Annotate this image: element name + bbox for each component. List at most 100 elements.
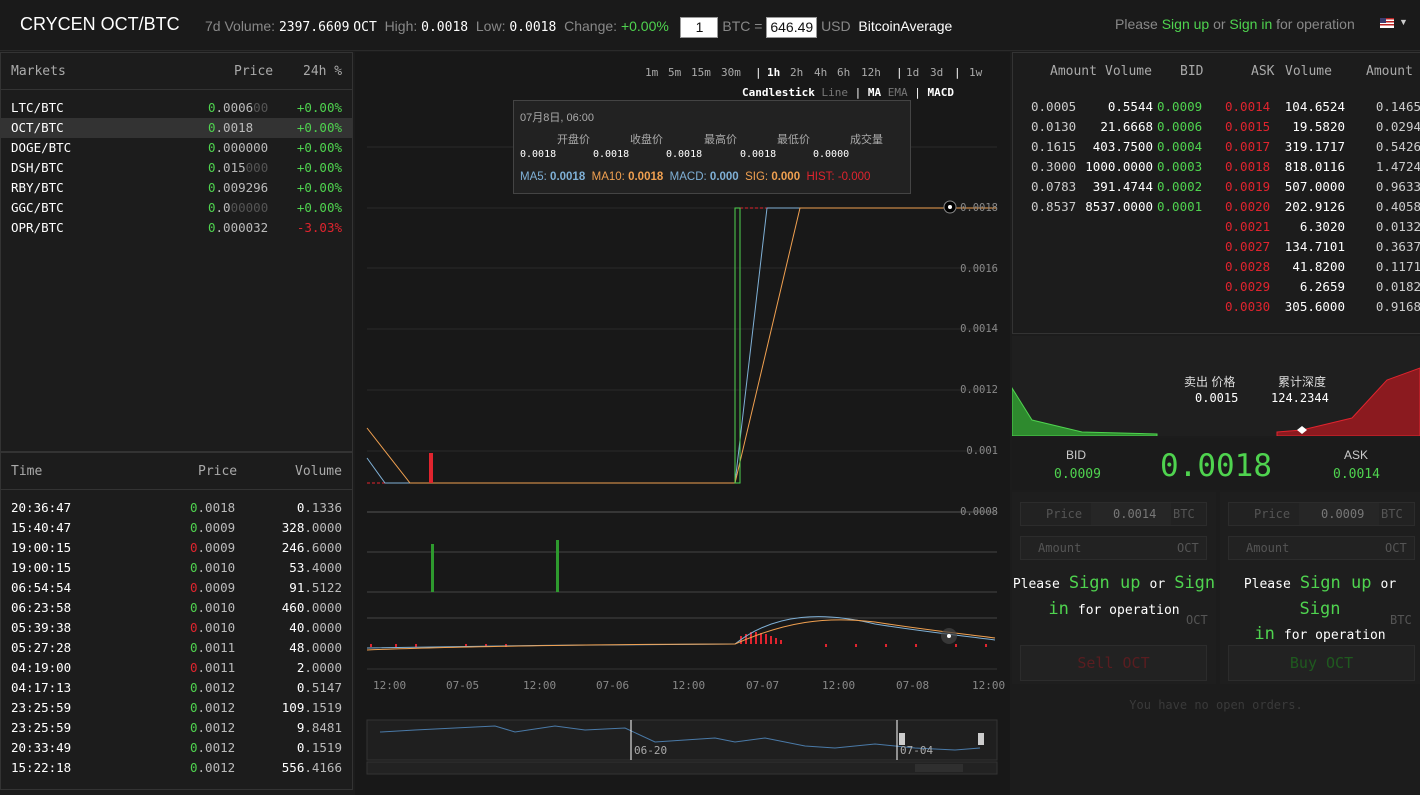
sell-price-field[interactable]: Price 0.0014 BTC: [1020, 502, 1207, 526]
buy-sign-up-link[interactable]: Sign up: [1299, 573, 1372, 593]
trade-price-lead: 0: [190, 540, 198, 555]
sell-sign-in-link-2[interactable]: in: [1048, 599, 1069, 619]
market-row[interactable]: GGC/BTC 0.000000 +0.00%: [1, 198, 352, 218]
trade-row: 05:39:38 0.0010 40.0000: [1, 618, 352, 638]
sell-amount-field[interactable]: Amount OCT: [1020, 536, 1207, 560]
chevron-down-icon[interactable]: ▼: [1399, 17, 1408, 27]
trade-price: 0.0010: [190, 558, 235, 578]
bid-price[interactable]: 0.0009: [1157, 99, 1203, 114]
mode-ema[interactable]: EMA: [887, 86, 908, 99]
ask-volume[interactable]: 6.2659: [1299, 279, 1345, 294]
price-source-link[interactable]: BitcoinAverage: [858, 18, 953, 35]
timeframe-6h[interactable]: 6h: [837, 66, 851, 79]
ask-price[interactable]: 0.0021: [1225, 219, 1271, 234]
ask-volume[interactable]: 19.5820: [1292, 119, 1345, 134]
timeframe-1w[interactable]: 1w: [969, 66, 983, 79]
ask-volume[interactable]: 507.0000: [1284, 179, 1345, 194]
market-row[interactable]: OPR/BTC 0.000032 -3.03%: [1, 218, 352, 238]
usd-value-input[interactable]: 646.49: [766, 17, 818, 38]
timeframe-12h[interactable]: 12h: [861, 66, 881, 79]
macd-label: MACD:: [669, 171, 707, 183]
bid-volume[interactable]: 1000.0000: [1085, 159, 1153, 174]
bid-price[interactable]: 0.0001: [1157, 199, 1203, 214]
orderbook-row: 0.0783 391.4744 0.0002 0.0019 507.0000 0.9633: [1013, 177, 1420, 197]
sell-sign-up-link[interactable]: Sign up: [1068, 573, 1141, 593]
ask-volume[interactable]: 104.6524: [1284, 99, 1345, 114]
btc-amount-input[interactable]: 1: [680, 17, 719, 38]
market-row[interactable]: LTC/BTC 0.000600 +0.00%: [1, 98, 352, 118]
bid-volume[interactable]: 391.4744: [1092, 179, 1153, 194]
market-row[interactable]: DSH/BTC 0.015000 +0.00%: [1, 158, 352, 178]
timeframe-1h[interactable]: 1h: [767, 66, 781, 79]
buy-price-value[interactable]: 0.0009: [1321, 507, 1365, 521]
navigator-handle-left[interactable]: [899, 733, 905, 745]
ask-price[interactable]: 0.0027: [1225, 239, 1271, 254]
sell-price-value[interactable]: 0.0014: [1113, 507, 1157, 521]
buy-button[interactable]: Buy OCT: [1228, 645, 1415, 681]
buy-price-field[interactable]: Price 0.0009 BTC: [1228, 502, 1415, 526]
us-flag-icon[interactable]: [1380, 18, 1394, 28]
ask-price[interactable]: 0.0015: [1225, 119, 1271, 134]
markets-col-change[interactable]: 24h %: [303, 64, 343, 79]
timeframe-1m[interactable]: 1m: [645, 66, 659, 79]
ask-volume[interactable]: 41.8200: [1292, 259, 1345, 274]
timeframe-1d[interactable]: 1d: [906, 66, 920, 79]
trade-volume-frac: .0000: [304, 620, 342, 635]
buy-amount-field[interactable]: Amount OCT: [1228, 536, 1415, 560]
ask-price[interactable]: 0.0018: [1225, 159, 1271, 174]
timeframe-15m[interactable]: 15m: [691, 66, 711, 79]
bid-price[interactable]: 0.0003: [1157, 159, 1203, 174]
ask-volume[interactable]: 202.9126: [1284, 199, 1345, 214]
sign-up-link[interactable]: Sign up: [1161, 16, 1210, 32]
buy-sign-in-link-2[interactable]: in: [1254, 624, 1275, 644]
ask-price[interactable]: 0.0014: [1225, 99, 1271, 114]
navigator-scrollbar[interactable]: [366, 761, 998, 775]
mode-candlestick[interactable]: Candlestick: [742, 86, 815, 99]
trade-volume-frac: .1336: [304, 500, 342, 515]
timeframe-5m[interactable]: 5m: [668, 66, 682, 79]
bid-volume[interactable]: 21.6668: [1100, 119, 1153, 134]
market-row[interactable]: OCT/BTC 0.0018 +0.00%: [1, 118, 352, 138]
markets-col-name[interactable]: Markets: [11, 64, 66, 79]
ask-price[interactable]: 0.0029: [1225, 279, 1271, 294]
navigator-handle-right[interactable]: [978, 733, 984, 745]
timeframe-30m[interactable]: 30m: [721, 66, 741, 79]
ask-volume[interactable]: 818.0116: [1284, 159, 1345, 174]
buy-sign-in-link[interactable]: Sign: [1299, 599, 1341, 619]
timeframe-2h[interactable]: 2h: [790, 66, 804, 79]
markets-col-price[interactable]: Price: [234, 64, 274, 79]
chart-tooltip: 07月8日, 06:00 开盘价 收盘价 最高价 最低价 成交量 0.0018 …: [513, 100, 911, 194]
ask-price[interactable]: 0.0030: [1225, 299, 1271, 314]
ask-volume[interactable]: 305.6000: [1284, 299, 1345, 314]
mode-line[interactable]: Line: [821, 86, 848, 99]
market-pair: OCT/BTC: [11, 120, 64, 135]
bid-volume[interactable]: 0.5544: [1107, 99, 1153, 114]
ask-price[interactable]: 0.0020: [1225, 199, 1271, 214]
ask-price[interactable]: 0.0019: [1225, 179, 1271, 194]
timeframe-3d[interactable]: 3d: [930, 66, 944, 79]
mode-macd[interactable]: MACD: [927, 86, 954, 99]
chart-canvas[interactable]: [355, 52, 1010, 795]
bid-price[interactable]: 0.0004: [1157, 139, 1203, 154]
ask-volume[interactable]: 319.1717: [1284, 139, 1345, 154]
sign-in-link[interactable]: Sign in: [1229, 16, 1273, 32]
trade-price: 0.0009: [190, 518, 235, 538]
scrollbar-thumb[interactable]: [915, 764, 963, 772]
ask-price[interactable]: 0.0017: [1225, 139, 1271, 154]
sell-sign-in-link[interactable]: Sign: [1174, 573, 1216, 593]
trade-price-digits: .0012: [197, 740, 236, 755]
bid-price[interactable]: 0.0006: [1157, 119, 1203, 134]
bid-volume[interactable]: 403.7500: [1092, 139, 1153, 154]
mode-ma[interactable]: MA: [867, 86, 882, 99]
timeframe-4h[interactable]: 4h: [814, 66, 828, 79]
ask-volume[interactable]: 6.3020: [1299, 219, 1345, 234]
bid-price[interactable]: 0.0002: [1157, 179, 1203, 194]
market-row[interactable]: RBY/BTC 0.009296 +0.00%: [1, 178, 352, 198]
bid-volume[interactable]: 8537.0000: [1085, 199, 1153, 214]
ask-volume[interactable]: 134.7101: [1284, 239, 1345, 254]
orderbook-row: 0.0027 134.7101 0.3637: [1013, 237, 1420, 257]
sell-button[interactable]: Sell OCT: [1020, 645, 1207, 681]
ask-price[interactable]: 0.0028: [1225, 259, 1271, 274]
market-row[interactable]: DOGE/BTC 0.000000 +0.00%: [1, 138, 352, 158]
sell-amount-unit: OCT: [1177, 541, 1199, 555]
